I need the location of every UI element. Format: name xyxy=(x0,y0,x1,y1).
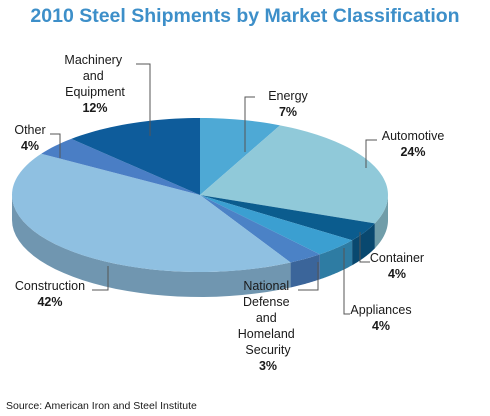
label-line: Homeland xyxy=(238,327,298,341)
leader-line xyxy=(50,133,61,158)
label-line: and xyxy=(83,69,107,83)
leader-line xyxy=(359,232,370,263)
slice xyxy=(71,118,200,195)
slice xyxy=(12,153,291,272)
category-label: Other xyxy=(14,123,45,137)
value-label: 4% xyxy=(372,319,390,333)
leader-line xyxy=(244,96,255,152)
leader-line xyxy=(298,262,319,291)
slice xyxy=(200,195,375,241)
leader-line xyxy=(343,248,350,315)
label-line: and xyxy=(256,311,280,325)
value-label: 4% xyxy=(21,139,39,153)
category-label: National Defense and Homeland Security xyxy=(238,279,298,357)
category-label: Energy xyxy=(268,89,308,103)
label-line: Equipment xyxy=(65,85,125,99)
label-line: Defense xyxy=(243,295,293,309)
leader-line xyxy=(365,139,377,168)
label-line: National xyxy=(243,279,292,293)
value-label: 7% xyxy=(279,105,297,119)
slice xyxy=(200,195,353,255)
slice xyxy=(200,118,281,195)
slice xyxy=(41,138,200,195)
chart-title: 2010 Steel Shipments by Market Classific… xyxy=(30,5,459,27)
value-label: 42% xyxy=(37,295,62,309)
label-line: Security xyxy=(245,343,291,357)
leader-line xyxy=(136,63,151,136)
category-label: Container xyxy=(370,251,424,265)
slice xyxy=(200,125,388,224)
slice-side xyxy=(374,195,388,249)
slice-side xyxy=(352,223,375,266)
category-label: Automotive xyxy=(382,129,445,143)
category-label: Construction xyxy=(15,279,85,293)
label-line: Machinery xyxy=(64,53,125,67)
slice xyxy=(200,195,320,263)
value-label: 24% xyxy=(400,145,425,159)
category-label: Appliances xyxy=(350,303,411,317)
value-label: 3% xyxy=(259,359,277,373)
value-label: 12% xyxy=(82,101,107,115)
slice-side xyxy=(290,254,320,288)
source: Source: American Iron and Steel Institut… xyxy=(6,400,197,412)
leader-line xyxy=(92,266,109,291)
value-label: 4% xyxy=(388,267,406,281)
category-label: Machinery and Equipment xyxy=(64,53,125,99)
